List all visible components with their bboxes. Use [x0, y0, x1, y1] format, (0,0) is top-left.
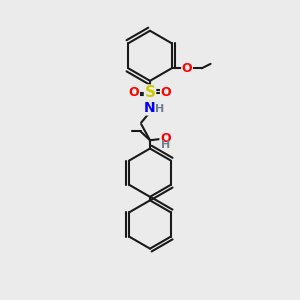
Text: O: O: [160, 86, 171, 99]
Text: H: H: [155, 104, 164, 114]
Text: O: O: [160, 132, 171, 145]
Text: N: N: [144, 101, 156, 115]
Text: O: O: [182, 62, 192, 75]
Text: S: S: [145, 85, 155, 100]
Text: O: O: [129, 86, 140, 99]
Text: H: H: [161, 140, 170, 150]
